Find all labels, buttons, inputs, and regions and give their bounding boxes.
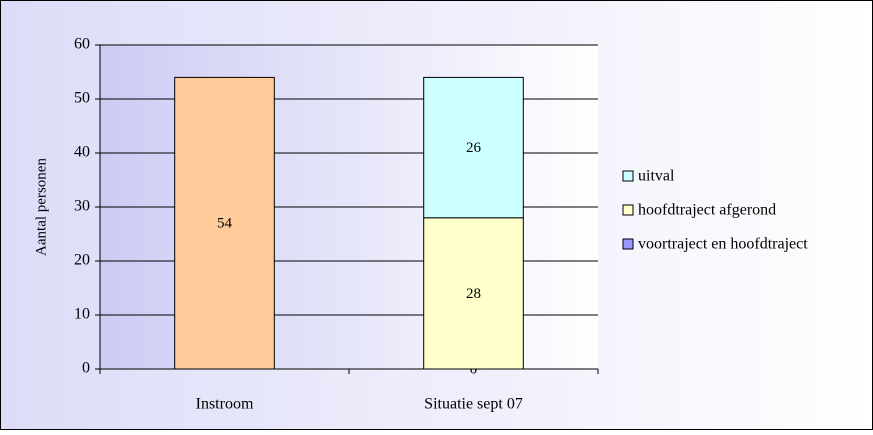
- y-axis-label: Aantal personen: [33, 158, 49, 256]
- legend-swatch: [622, 204, 634, 216]
- y-tick-label: 40: [74, 144, 90, 161]
- y-tick-label: 60: [74, 36, 90, 53]
- legend-swatch: [622, 170, 634, 182]
- x-tick-label: Instroom: [196, 396, 254, 413]
- data-label: 54: [217, 216, 233, 232]
- data-label: 28: [466, 286, 481, 302]
- y-tick-label: 20: [74, 252, 90, 269]
- legend-label: hoofdtraject afgerond: [638, 202, 776, 219]
- legend-swatch: [622, 238, 634, 250]
- legend-label: voortraject en hoofdtraject: [638, 236, 808, 253]
- y-tick-label: 0: [82, 360, 90, 377]
- x-tick-label: Situatie sept 07: [424, 396, 523, 413]
- bar-segment: [174, 76, 275, 370]
- bar-segment: [423, 76, 524, 219]
- bar-segment: [423, 217, 524, 370]
- y-tick-label: 10: [74, 306, 90, 323]
- data-label: 26: [466, 140, 482, 156]
- legend-label: uitval: [638, 168, 675, 185]
- y-tick-label: 50: [74, 90, 90, 107]
- y-tick-label: 30: [74, 198, 90, 215]
